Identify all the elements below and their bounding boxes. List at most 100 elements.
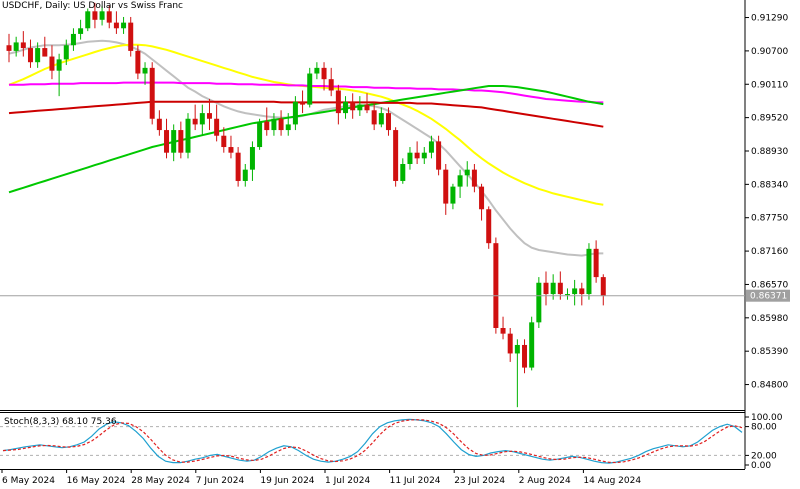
- candle: [35, 42, 41, 68]
- candle-body: [579, 288, 585, 295]
- candle-body: [85, 11, 91, 29]
- current-price-box: [746, 289, 790, 302]
- candle: [471, 164, 477, 193]
- candle: [371, 101, 377, 131]
- candle-body: [285, 124, 291, 131]
- candle-body: [543, 282, 549, 295]
- candle: [56, 53, 62, 97]
- candle: [70, 28, 76, 51]
- candle: [421, 147, 427, 164]
- candle: [121, 16, 127, 34]
- candle: [564, 288, 570, 300]
- candle: [78, 19, 84, 40]
- candle-body: [514, 344, 520, 354]
- candle: [407, 147, 413, 170]
- candle: [42, 36, 48, 57]
- candle-body: [457, 175, 463, 187]
- candle-body: [335, 90, 341, 114]
- candle: [206, 98, 212, 131]
- candle-body: [350, 101, 356, 111]
- candle: [92, 2, 98, 29]
- candle-body: [257, 121, 263, 148]
- candle: [49, 45, 55, 80]
- candle-body: [63, 45, 69, 60]
- description-label: US Dollar vs Swiss Franc: [73, 1, 183, 11]
- candle: [557, 271, 563, 300]
- candle-body: [142, 67, 148, 74]
- candle-body: [214, 118, 220, 136]
- timeframe-label: Daily: [45, 1, 68, 11]
- oscillator-label: Stoch(8,3,3) 68.10 75.36: [4, 417, 117, 427]
- candle: [128, 16, 134, 57]
- candle-body: [42, 48, 48, 57]
- candle-body: [185, 118, 191, 153]
- candle-body: [135, 50, 141, 74]
- candle: [464, 161, 470, 187]
- candle-body: [522, 344, 528, 368]
- osc-tick-label: 20.00: [751, 451, 777, 461]
- price-tick-label: 0.90110: [751, 80, 788, 90]
- candle-body: [78, 28, 84, 34]
- candle: [493, 237, 499, 334]
- candle-body: [428, 141, 434, 153]
- candle: [85, 8, 91, 32]
- candle-body: [171, 130, 177, 153]
- candle: [178, 121, 184, 159]
- candle: [278, 110, 284, 136]
- price-tick-label: 0.89520: [751, 114, 788, 124]
- candle-body: [99, 11, 105, 20]
- candle: [436, 135, 442, 176]
- candle: [507, 328, 513, 362]
- candle: [6, 33, 12, 63]
- current-price-label: 0.86371: [750, 292, 787, 302]
- candle-body: [206, 113, 212, 119]
- price-tick-label: 0.88340: [751, 180, 788, 190]
- moving-average-line: [9, 81, 604, 104]
- candle: [249, 141, 255, 181]
- candle: [307, 67, 313, 108]
- candle-body: [557, 282, 563, 295]
- candle-body: [128, 22, 134, 51]
- candle-body: [393, 130, 399, 181]
- candle-body: [371, 110, 377, 125]
- symbol-label: USDCHF: [2, 1, 39, 11]
- candle-body: [249, 147, 255, 170]
- osc-tick-label: 0.00: [751, 461, 771, 471]
- moving-average-line: [8, 100, 604, 128]
- date-label: 1 Jul 2024: [325, 476, 370, 485]
- candle: [171, 124, 177, 162]
- candle-body: [178, 130, 184, 153]
- candle-body: [529, 322, 535, 368]
- candle-body: [264, 121, 270, 131]
- candle: [113, 11, 119, 34]
- candle: [285, 113, 291, 136]
- candle: [242, 164, 248, 187]
- moving-average-line: [8, 85, 604, 194]
- candle: [443, 164, 449, 215]
- candle: [357, 96, 363, 116]
- candle-body: [421, 152, 427, 159]
- candle-body: [593, 248, 599, 278]
- candle: [314, 62, 320, 80]
- candle-body: [121, 22, 127, 29]
- candle-body: [564, 294, 570, 296]
- candle-body: [164, 130, 170, 153]
- candle-body: [328, 79, 334, 91]
- candle-body: [235, 152, 241, 181]
- candle-body: [49, 56, 55, 71]
- candle: [321, 62, 327, 91]
- candle-body: [242, 169, 248, 181]
- candle: [20, 31, 26, 57]
- price-tick-label: 0.87160: [751, 247, 788, 257]
- candle: [335, 84, 341, 125]
- candle: [572, 279, 578, 306]
- candle-body: [357, 104, 363, 111]
- candle-body: [414, 152, 420, 159]
- candle: [514, 339, 520, 408]
- candle-body: [300, 101, 306, 105]
- candle-body: [149, 67, 155, 119]
- candle-body: [600, 277, 606, 296]
- candle: [192, 104, 198, 131]
- candle: [385, 107, 391, 136]
- candle-body: [536, 282, 542, 323]
